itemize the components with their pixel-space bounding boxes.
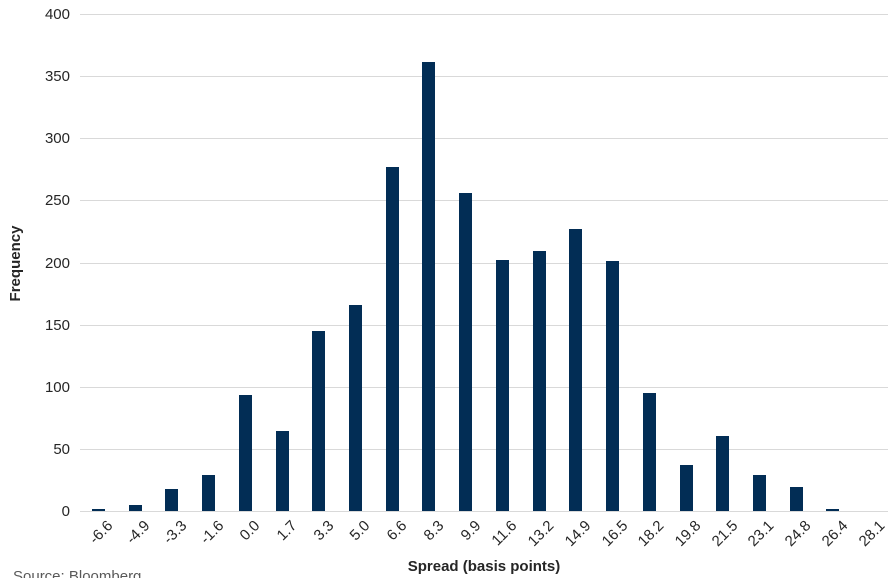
- gridline: [80, 386, 888, 388]
- bar--3.3: [165, 488, 179, 511]
- y-tick-label: 100: [44, 378, 70, 396]
- y-tick-label: 300: [44, 130, 70, 148]
- bar-14.9: [569, 228, 583, 511]
- y-tick-label: 150: [44, 316, 70, 334]
- y-tick-label: 50: [53, 440, 70, 458]
- bar-21.5: [716, 436, 730, 511]
- y-tick-label: 200: [44, 254, 70, 272]
- bar-16.5: [606, 261, 620, 511]
- bar-26.4: [826, 508, 840, 511]
- gridline: [80, 324, 888, 326]
- bar-8.3: [422, 62, 436, 511]
- bar-19.8: [679, 465, 693, 511]
- y-tick-label: 350: [44, 68, 70, 86]
- bar-18.2: [642, 392, 656, 511]
- y-tick-label: 400: [44, 6, 70, 23]
- bar--6.6: [91, 508, 105, 511]
- bar-1.7: [275, 431, 289, 511]
- gridline: [80, 138, 888, 140]
- bar-0.0: [238, 395, 252, 511]
- gridline: [80, 262, 888, 264]
- plot-area: [80, 14, 888, 512]
- gridline: [80, 76, 888, 78]
- y-tick-label: 250: [44, 192, 70, 210]
- bar-11.6: [495, 260, 509, 511]
- gridline: [80, 448, 888, 450]
- gridline: [80, 14, 888, 15]
- bar-9.9: [459, 192, 473, 511]
- bar--1.6: [202, 474, 216, 511]
- bar-13.2: [532, 251, 546, 511]
- bar-5.0: [348, 304, 362, 511]
- bar-3.3: [312, 330, 326, 511]
- bar-24.8: [789, 487, 803, 511]
- y-tick-label: 0: [61, 503, 70, 520]
- gridline: [80, 511, 888, 512]
- x-axis-title: Spread (basis points): [407, 558, 561, 575]
- source-note: Source: Bloomberg: [13, 568, 142, 578]
- bar-6.6: [385, 166, 399, 511]
- bar-23.1: [752, 474, 766, 511]
- gridline: [80, 200, 888, 202]
- bar--4.9: [128, 504, 142, 511]
